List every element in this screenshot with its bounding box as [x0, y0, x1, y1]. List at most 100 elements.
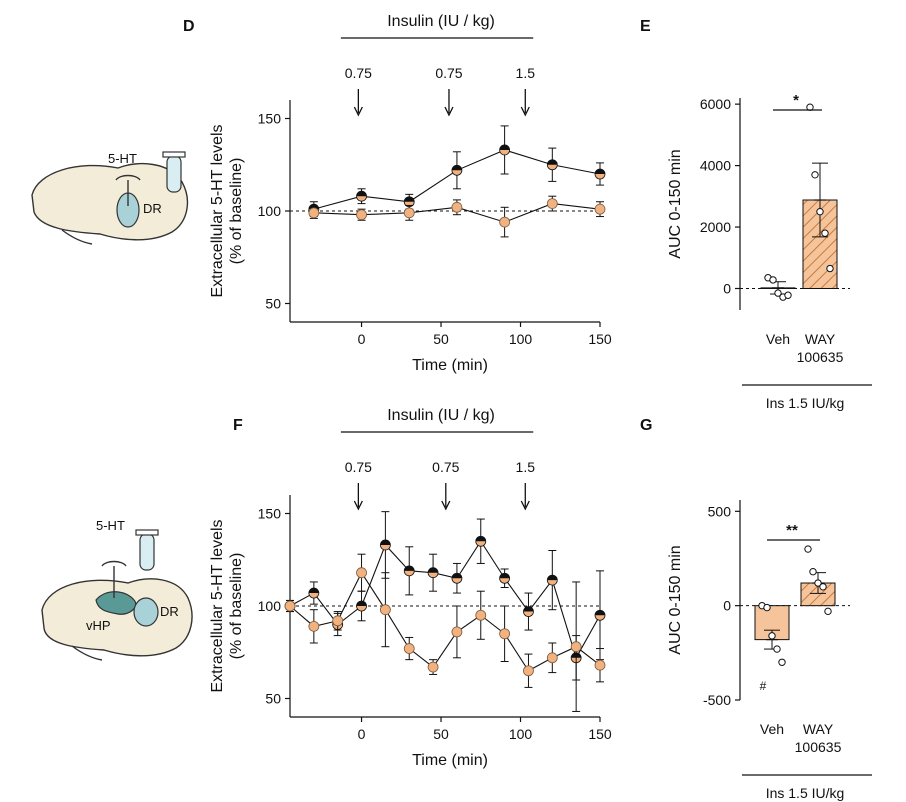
data-point: [403, 207, 415, 219]
data-point-half: [380, 539, 391, 545]
data-point-half: [499, 573, 510, 579]
injection-arrow-head: [353, 106, 363, 117]
vial-cap: [135, 529, 159, 536]
panel-label-d: D: [183, 18, 195, 35]
y-tick-label: 6000: [700, 96, 731, 112]
x-axis-label: Time (min): [412, 357, 488, 374]
data-point-half: [308, 588, 319, 594]
data-point: [356, 567, 367, 579]
data-point: [499, 216, 511, 228]
data-point-half: [595, 169, 605, 174]
collection-vial: [139, 533, 155, 571]
panel-label-f: F: [233, 417, 243, 434]
data-point: [475, 609, 487, 621]
schematic-top-dr: DR: [143, 201, 162, 216]
series-line: [289, 540, 601, 660]
individual-point: [809, 567, 817, 576]
injection-dose-label: 0.75: [345, 65, 372, 81]
data-point-half: [451, 573, 462, 579]
x-axis-label: Time (min): [412, 752, 488, 769]
data-point-half: [523, 606, 534, 612]
y-tick-label: -500: [703, 692, 731, 708]
probe-tubing: [115, 174, 141, 181]
vial-cap: [162, 151, 186, 158]
significance-mark: *: [793, 92, 799, 109]
brain-schematic-bottom: 5-HT vHP DR: [41, 518, 193, 661]
data-point-half: [547, 575, 558, 581]
individual-point: [769, 276, 777, 284]
x-tick-label: 100: [509, 331, 533, 347]
x-tick-label: 0: [358, 331, 366, 347]
y-tick-label: 500: [708, 503, 732, 519]
y-tick-label: 150: [258, 506, 282, 522]
category-label: 100635: [797, 349, 844, 365]
y-tick-label: 0: [723, 280, 731, 296]
y-axis-label: Extracellular 5-HT levels: [209, 519, 226, 692]
injection-dose-label: 0.75: [432, 459, 459, 475]
individual-point: [814, 579, 822, 587]
injection-dose-label: 1.5: [516, 65, 536, 81]
schematic-bottom-5ht: 5-HT: [96, 518, 125, 533]
data-point: [594, 203, 606, 215]
injection-dose-label: 1.5: [516, 459, 536, 475]
data-point: [308, 620, 320, 632]
line-chart-d: Insulin (IU / kg) 0.75 0.75 1.5 50 100 150 0 50 1…: [209, 13, 612, 374]
data-point: [451, 201, 463, 213]
data-point-half: [499, 144, 510, 150]
data-point-half: [404, 565, 415, 571]
individual-point: [811, 171, 819, 179]
data-point-half: [475, 536, 486, 542]
brain-outline: [41, 578, 193, 657]
individual-point: [763, 603, 771, 612]
data-point-half: [547, 159, 558, 165]
data-point-half: [595, 610, 605, 616]
individual-point: [784, 291, 792, 299]
injection-arrow-head: [520, 106, 530, 117]
schematic-bottom-vhp: vHP: [86, 618, 111, 633]
data-point: [308, 207, 320, 219]
x-tick-label: 150: [588, 331, 612, 347]
y-tick-label: 100: [258, 203, 282, 219]
data-point: [451, 626, 463, 638]
injection-dose-label: 0.75: [435, 65, 462, 81]
collection-vial: [166, 155, 182, 193]
schematic-bottom-dr: DR: [160, 604, 179, 619]
data-point-half: [308, 204, 319, 210]
data-point: [594, 659, 606, 671]
category-label: Veh: [766, 331, 790, 347]
individual-point: [824, 607, 832, 616]
x-tick-label: 50: [433, 331, 449, 347]
panel-label-e: E: [640, 18, 651, 35]
category-label: 100635: [795, 739, 842, 755]
category-label: Veh: [760, 721, 784, 737]
data-point-half: [356, 601, 367, 606]
bar-chart-g: -500 0 500 AUC 0-150 min Veh WAY 100635 ** # Ins …: [667, 500, 872, 801]
data-point: [546, 198, 558, 210]
brain-schematic-top: 5-HT DR: [31, 151, 189, 245]
data-point-half: [451, 165, 462, 171]
y-axis-label-sub: (% of baseline): [228, 158, 245, 265]
y-axis-label: Extracellular 5-HT levels: [209, 124, 226, 297]
category-label: WAY: [805, 331, 836, 347]
insulin-label: Insulin (IU / kg): [387, 407, 495, 424]
dr-region: [133, 597, 159, 627]
brain-outline: [31, 162, 189, 241]
line-chart-f: Insulin (IU / kg) 0.75 0.75 1.5 50 100 150 0 50 1…: [209, 407, 612, 769]
individual-point: [816, 207, 824, 216]
data-point-half: [404, 196, 415, 202]
injection-dose-label: 0.75: [345, 459, 372, 475]
group-label: Ins 1.5 IU/kg: [766, 395, 845, 411]
y-axis-label-sub: (% of baseline): [228, 553, 245, 660]
brain-stem: [61, 229, 93, 245]
y-tick-label: 50: [265, 296, 281, 312]
y-tick-label: 4000: [700, 158, 731, 174]
vhp-region: [95, 591, 137, 615]
data-point: [499, 628, 511, 640]
data-point: [284, 600, 296, 612]
data-point-half: [356, 191, 367, 197]
y-tick-label: 100: [258, 598, 282, 614]
x-tick-label: 100: [509, 726, 533, 742]
data-point-half: [428, 567, 439, 573]
x-tick-label: 0: [358, 726, 366, 742]
